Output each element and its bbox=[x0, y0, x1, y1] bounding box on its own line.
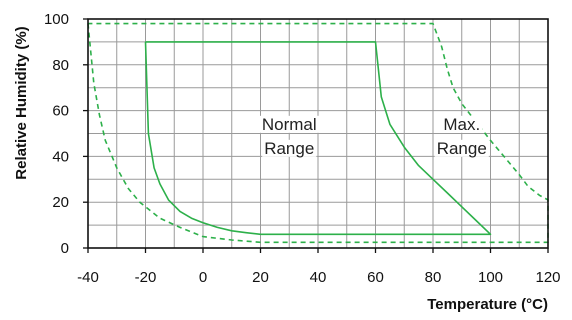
y-tick-label: 40 bbox=[52, 148, 69, 165]
annotation-background bbox=[259, 115, 319, 133]
plot-series bbox=[87, 22, 549, 244]
y-axis-title: Relative Humidity (%) bbox=[13, 26, 30, 179]
x-tick-label: -40 bbox=[77, 269, 99, 286]
x-tick-label: 40 bbox=[310, 269, 327, 286]
range-annotation: Range bbox=[264, 139, 314, 158]
x-tick-label: 20 bbox=[252, 269, 269, 286]
y-tick-label: 80 bbox=[52, 57, 69, 74]
x-tick-label: 100 bbox=[478, 269, 503, 286]
x-axis-title: Temperature (°C) bbox=[427, 296, 548, 313]
y-tick-label: 0 bbox=[61, 240, 69, 257]
range-annotation: Normal bbox=[262, 115, 317, 134]
x-tick-label: -20 bbox=[135, 269, 157, 286]
y-tick-label: 20 bbox=[52, 194, 69, 211]
chart-annotations: Normal Range Max. Range bbox=[259, 115, 489, 158]
x-tick-label: 0 bbox=[199, 269, 207, 286]
x-axis-ticks: -40 -20 0 20 40 60 80 100 120 bbox=[77, 248, 561, 286]
range-annotation: Max. bbox=[443, 115, 480, 134]
annotation-background bbox=[441, 115, 483, 133]
range-annotation: Range bbox=[437, 139, 487, 158]
annotation-background bbox=[434, 139, 489, 157]
annotation-background bbox=[262, 139, 317, 157]
x-tick-label: 80 bbox=[425, 269, 442, 286]
max-range-boundary bbox=[87, 22, 549, 244]
y-axis-ticks: 0 20 40 60 80 100 bbox=[44, 11, 88, 257]
x-tick-label: 120 bbox=[535, 269, 560, 286]
y-tick-label: 60 bbox=[52, 103, 69, 120]
y-tick-label: 100 bbox=[44, 11, 69, 28]
x-tick-label: 60 bbox=[367, 269, 384, 286]
normal-range-boundary bbox=[144, 41, 492, 236]
